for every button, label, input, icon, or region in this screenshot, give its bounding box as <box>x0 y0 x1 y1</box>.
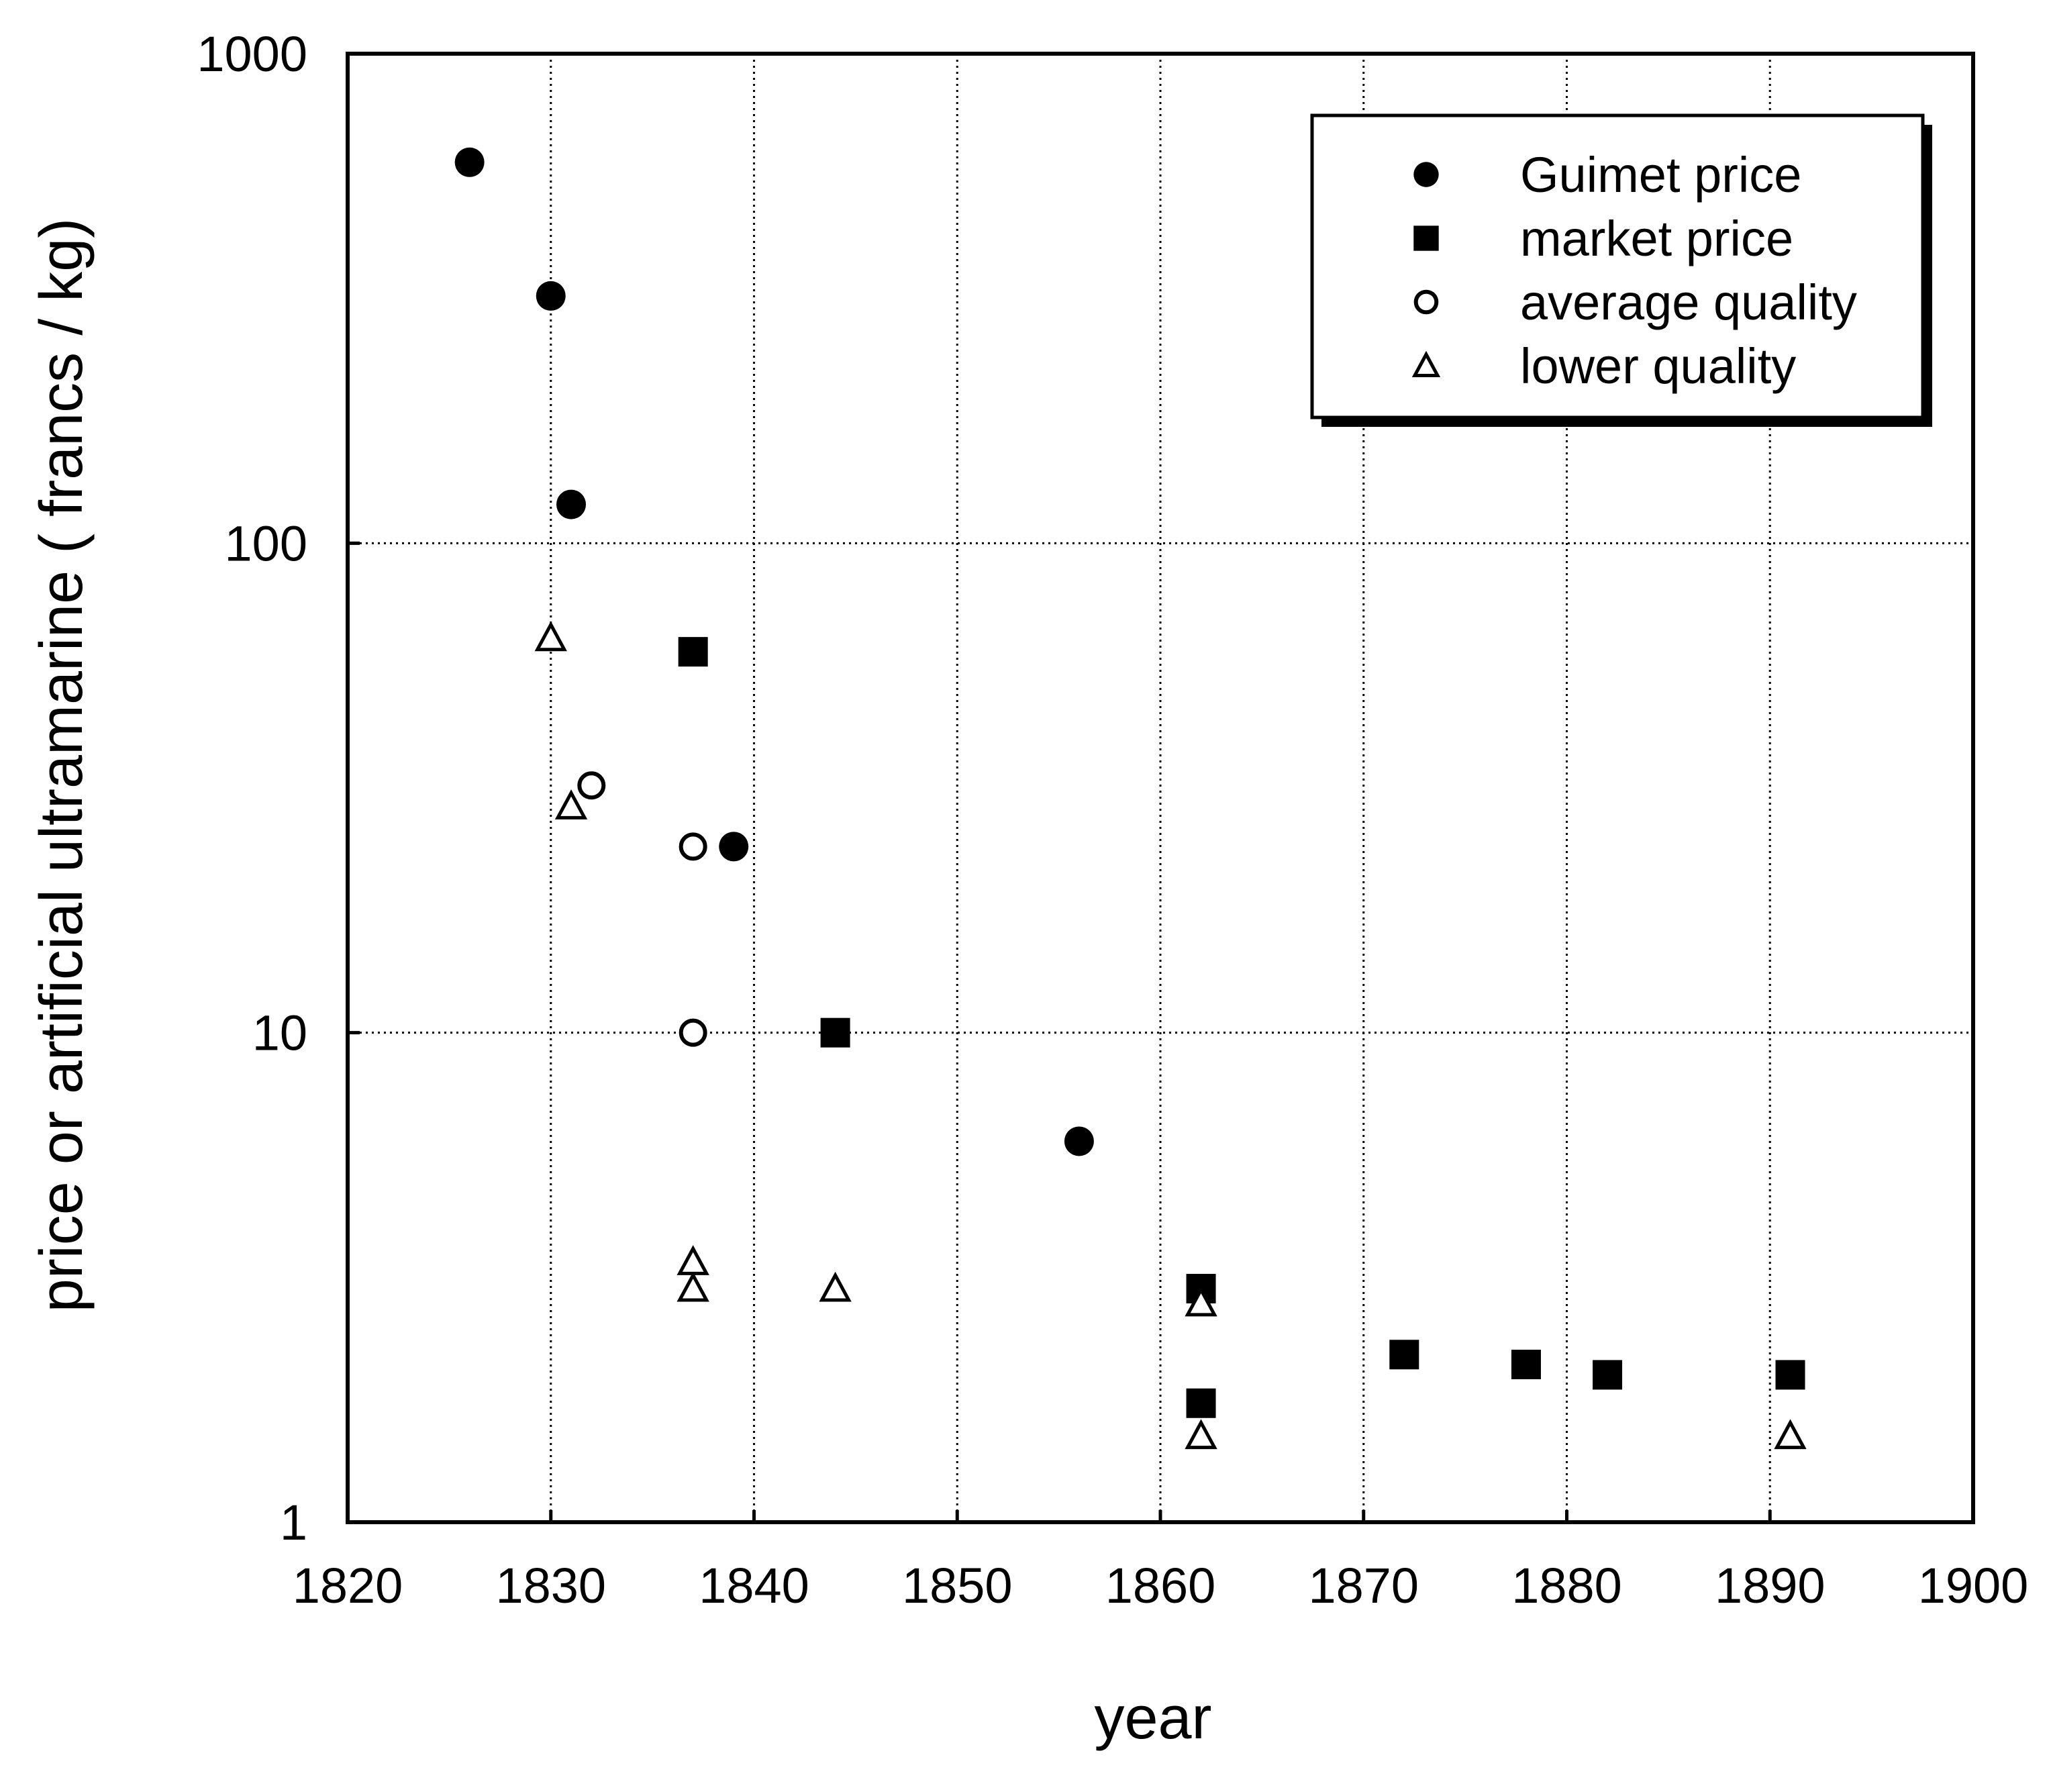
data-point-filled-square <box>678 637 708 667</box>
x-tick-label: 1840 <box>699 1558 809 1613</box>
data-point-filled-square <box>820 1017 850 1048</box>
x-tick-label: 1850 <box>902 1558 1013 1613</box>
data-point-filled-square <box>1593 1360 1623 1390</box>
data-point-open-triangle <box>677 1271 709 1302</box>
y-tick-label: 10 <box>252 1005 307 1061</box>
series-lower-quality <box>534 621 1807 1450</box>
legend-marker-filled-circle <box>1413 162 1439 187</box>
x-tick-label: 1900 <box>1918 1558 2029 1613</box>
legend-label: average quality <box>1520 275 1857 330</box>
data-point-open-circle <box>577 771 606 800</box>
legend-label: Guimet price <box>1520 147 1801 203</box>
data-point-open-triangle <box>819 1271 852 1302</box>
data-point-filled-circle <box>536 281 566 311</box>
series-guimet-price <box>454 147 1094 1156</box>
data-point-open-triangle <box>1185 1286 1217 1317</box>
data-point-filled-square <box>1186 1388 1216 1418</box>
data-point-filled-circle <box>454 147 485 177</box>
y-tick-label: 1000 <box>197 26 307 82</box>
data-point-open-triangle <box>554 789 588 819</box>
legend-marker-open-triangle <box>1411 350 1441 377</box>
data-point-open-circle <box>679 832 707 861</box>
x-tick-label: 1860 <box>1105 1558 1216 1613</box>
data-point-open-triangle <box>534 621 567 652</box>
legend-marker-open-circle <box>1413 289 1439 315</box>
series-average-quality <box>577 771 707 1047</box>
axes <box>346 52 1975 1524</box>
data-point-filled-square <box>1389 1340 1419 1370</box>
legend-label: market price <box>1520 211 1793 266</box>
x-axis-title: year <box>1094 1685 1211 1752</box>
data-point-filled-circle <box>556 489 587 519</box>
grid-lines <box>348 54 1973 1522</box>
legend-marker-filled-square <box>1413 226 1439 251</box>
data-point-filled-square <box>1511 1349 1541 1379</box>
x-tick-label: 1870 <box>1308 1558 1419 1613</box>
legend-label: lower quality <box>1520 338 1796 394</box>
y-axis-title: price or artificial ultramarine ( francs… <box>28 218 95 1312</box>
data-point-filled-circle <box>1064 1126 1094 1156</box>
data-point-open-triangle <box>677 1245 709 1275</box>
x-tick-label: 1820 <box>293 1558 403 1613</box>
y-tick-label: 1 <box>280 1495 307 1550</box>
legend-box <box>1310 113 1925 419</box>
data-point-open-circle <box>679 1018 707 1047</box>
y-tick-label: 100 <box>225 515 307 571</box>
data-point-open-triangle <box>1774 1419 1807 1450</box>
legend: Guimet price market price average quality l… <box>1310 113 1932 427</box>
x-tick-label: 1830 <box>495 1558 606 1613</box>
data-point-filled-square <box>1775 1360 1805 1390</box>
data-points <box>454 147 1807 1450</box>
tick-labels: 1820 1830 1840 1850 1860 1870 1880 1890 1900 1 10 1… <box>197 26 2028 1613</box>
data-point-open-triangle <box>1185 1419 1217 1450</box>
x-tick-label: 1890 <box>1715 1558 1825 1613</box>
data-point-filled-circle <box>719 832 749 862</box>
x-tick-label: 1880 <box>1511 1558 1622 1613</box>
